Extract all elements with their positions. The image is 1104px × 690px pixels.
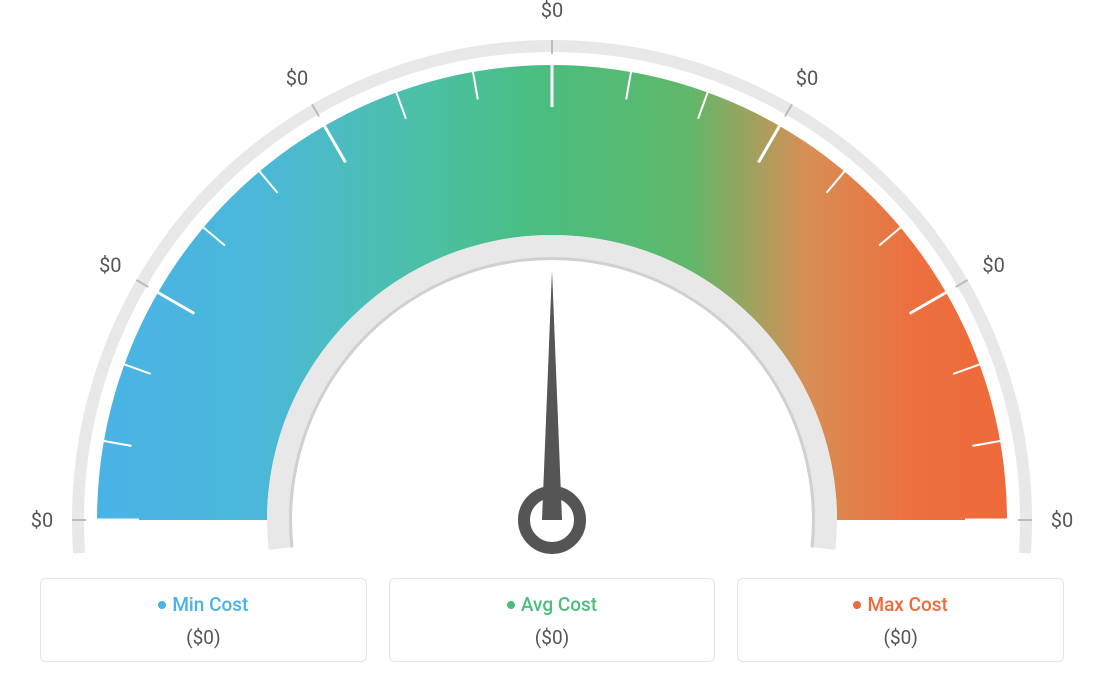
gauge-tick-label: $0 [1051, 508, 1073, 532]
legend-title-min: Min Cost [51, 593, 356, 616]
gauge-tick-label: $0 [796, 66, 818, 90]
legend-card-avg: Avg Cost ($0) [389, 578, 716, 662]
legend-label-min: Min Cost [172, 593, 248, 616]
legend-title-avg: Avg Cost [400, 593, 705, 616]
gauge-tick-label: $0 [541, 0, 563, 22]
legend-dot-min [158, 601, 166, 609]
legend-dot-avg [507, 601, 515, 609]
legend-title-max: Max Cost [748, 593, 1053, 616]
gauge-tick-label: $0 [31, 508, 53, 532]
legend-card-max: Max Cost ($0) [737, 578, 1064, 662]
gauge-chart: $0 $0 $0 $0 $0 $0 $0 [0, 0, 1104, 590]
gauge-tick-label: $0 [99, 253, 121, 277]
legend-dot-max [853, 601, 861, 609]
legend-value-avg: ($0) [400, 626, 705, 649]
legend-card-min: Min Cost ($0) [40, 578, 367, 662]
legend-value-max: ($0) [748, 626, 1053, 649]
legend-value-min: ($0) [51, 626, 356, 649]
legend-row: Min Cost ($0) Avg Cost ($0) Max Cost ($0… [40, 578, 1064, 662]
legend-label-avg: Avg Cost [521, 593, 597, 616]
legend-label-max: Max Cost [867, 593, 947, 616]
gauge-svg [0, 0, 1104, 590]
gauge-tick-label: $0 [982, 253, 1004, 277]
gauge-tick-label: $0 [286, 66, 308, 90]
